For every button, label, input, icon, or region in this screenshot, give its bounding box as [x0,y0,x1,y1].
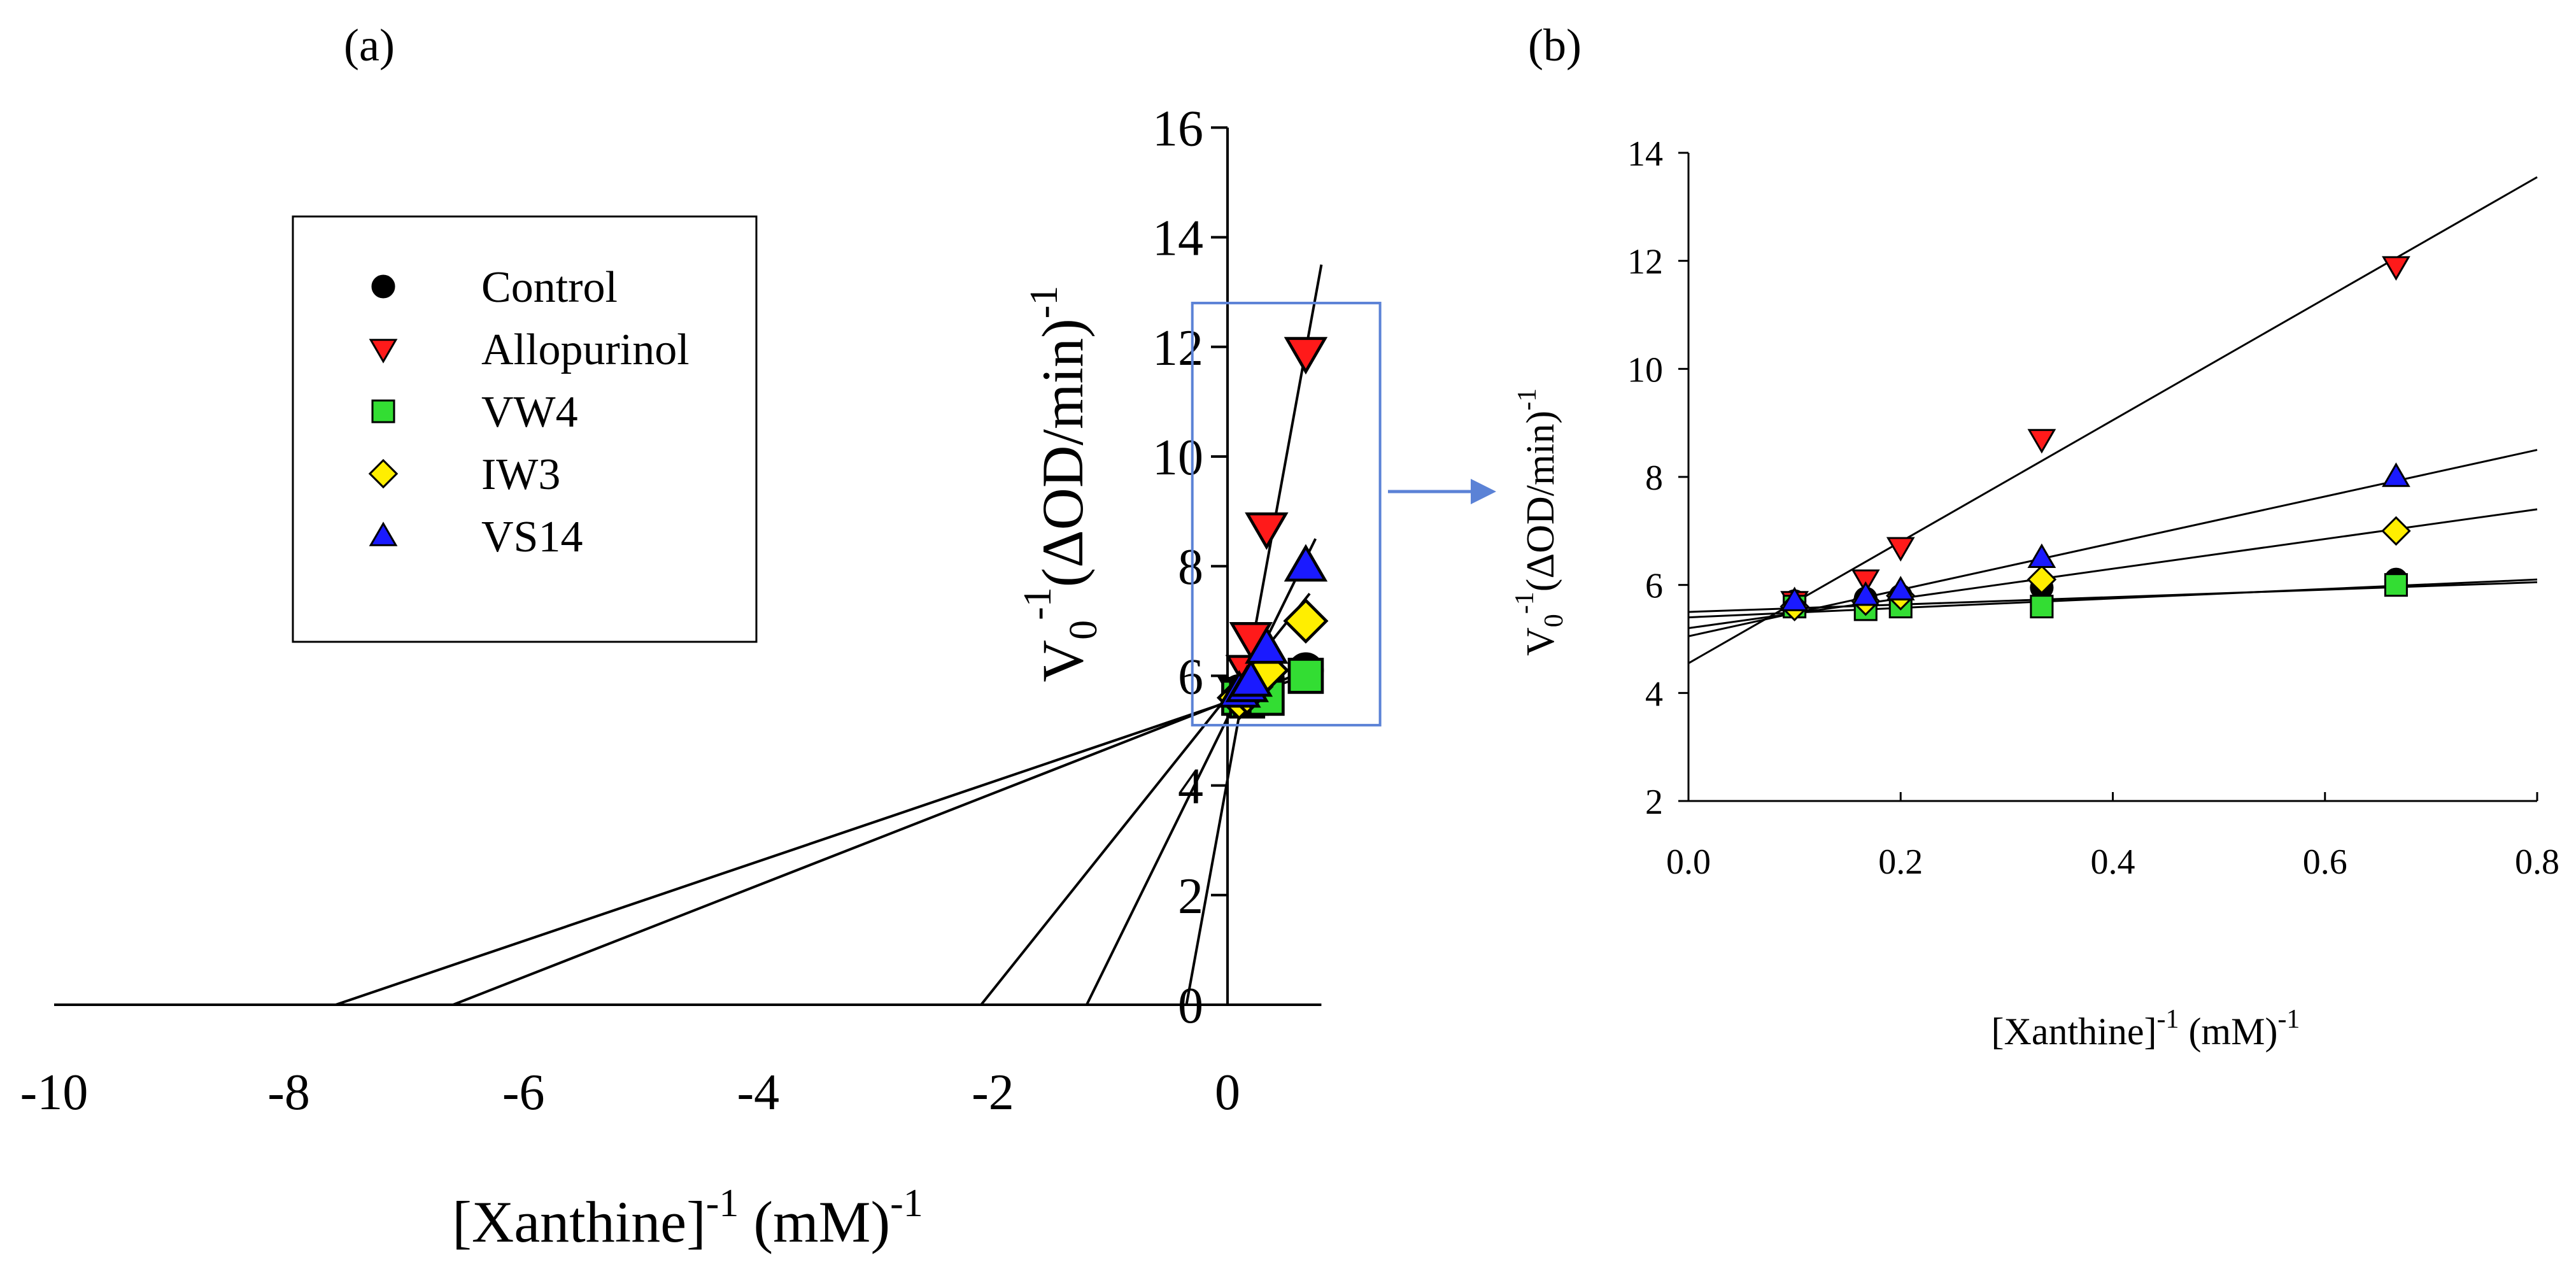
panel-b-point-vs14 [2382,462,2410,487]
panel-a-x-axis-label: [Xanthine]-1 (mM)-1 [452,1182,923,1254]
legend-frame [292,215,758,643]
panel-a-y-tick-label: 14 [1152,211,1203,267]
panel-b-point-vs14 [1886,576,1915,600]
panel-a-fit-line-vw4 [335,669,1322,1006]
panel-a-y-tick-label: 4 [1178,759,1203,815]
panel-a-point-allopurinol [1245,512,1289,550]
panel-b-point-vs14 [1851,581,1880,606]
panel-b-fit-line-control [1688,578,2538,619]
panel-a-point-vw4 [1287,658,1324,694]
panel-b-axes [1678,152,2538,802]
legend-items: Control Allopurinol VW4 IW3 VS14 [368,263,690,562]
panel-a-y-tick-label: 10 [1152,430,1203,486]
zoom-box [1191,301,1382,727]
panel-a-y-axis-label: V0-1(ΔOD/min)-1 [1016,286,1105,683]
panel-a-x-tick-label: 0 [1215,1065,1240,1121]
panel-a: (a) -10 -8 -6 -4 -2 00 2 4 6 8 10 12 14 16 V0-1(ΔOD/m… [20,20,1382,1254]
panel-a-x-tick-label: -10 [20,1065,88,1121]
panel-b-y-tick-label: 10 [1627,350,1663,390]
legend-marker-control [371,274,395,299]
panel-a-y-tick-label: 8 [1178,539,1203,595]
panel-b-y-tick-label: 14 [1627,134,1663,174]
panel-a-fit-line-control [452,663,1322,1006]
panel-a-label: (a) [344,20,395,71]
legend-marker-allopurinol [369,339,398,364]
panel-a-x-tick-label: -4 [737,1065,779,1121]
panel-a-data-points [1216,337,1329,721]
panel-a-x-tick-label: -8 [267,1065,310,1121]
panel-a-y-tick-label: 0 [1178,978,1203,1034]
panel-b-x-tick-label: 0.0 [1666,842,1711,882]
legend: Control Allopurinol VW4 IW3 VS14 [292,215,758,643]
panel-a-axes [54,126,1322,1006]
panel-b-point-allopurinol [2382,256,2410,281]
panel-b-point-allopurinol [2027,429,2056,454]
panel-a-y-tick-label: 16 [1152,101,1203,157]
panel-b-x-tick-label: 0.4 [2091,842,2135,882]
legend-label-allopurinol: Allopurinol [481,325,690,374]
panel-b-point-vs14 [1780,586,1809,611]
panel-b: (b) 0.0 0.2 0.4 0.6 0.8 2 4 6 8 10 12 14 V0-1(ΔOD/m… [1510,20,2559,1053]
panel-a-y-tick-label: 2 [1178,868,1203,925]
panel-b-fit-line-vw4 [1688,581,2538,613]
panel-b-point-iw3 [2381,516,2411,546]
legend-label-vs14: VS14 [481,513,583,562]
legend-marker-iw3 [368,458,399,489]
panel-a-point-vs14 [1284,544,1328,582]
panel-b-x-tick-label: 0.6 [2303,842,2347,882]
panel-b-point-vw4 [2384,573,2408,597]
panel-a-y-tick-label: 6 [1178,649,1203,705]
panel-b-label: (b) [1528,20,1582,71]
panel-b-fit-line-iw3 [1688,508,2538,630]
panel-a-tick-labels: -10 -8 -6 -4 -2 00 2 4 6 8 10 12 14 16 [20,101,1240,1121]
panel-b-point-iw3 [2027,564,2057,595]
panel-b-tick-labels: 0.0 0.2 0.4 0.6 0.8 2 4 6 8 10 12 14 [1627,134,2559,882]
panel-b-y-tick-label: 2 [1645,783,1663,822]
panel-b-point-allopurinol [1886,537,1915,562]
zoom-arrow [1388,479,1496,504]
legend-label-iw3: IW3 [481,450,560,499]
legend-marker-vw4 [371,399,395,423]
panel-b-y-axis-label: V0-1(ΔOD/min)-1 [1510,388,1569,656]
legend-label-control: Control [481,263,618,312]
panel-b-fit-line-allopurinol [1688,176,2538,664]
panel-a-point-vs14 [1245,626,1289,664]
legend-marker-vs14 [369,521,398,546]
panel-a-fit-line-vs14 [1086,538,1317,1005]
panel-b-x-tick-label: 0.2 [1878,842,1923,882]
panel-a-point-allopurinol [1284,337,1328,375]
panel-b-point-vw4 [2030,595,2054,619]
panel-b-x-axis-label: [Xanthine]-1 (mM)-1 [1992,1005,2300,1053]
zoom-arrow-head [1471,479,1496,504]
panel-b-data-points [1780,256,2411,621]
panel-a-x-tick-label: -2 [972,1065,1014,1121]
panel-b-fit-lines [1688,176,2538,664]
panel-b-point-vs14 [2027,543,2056,569]
panel-a-point-vs14 [1229,659,1273,697]
legend-label-vw4: VW4 [481,388,578,437]
panel-b-y-tick-label: 8 [1645,458,1663,498]
panel-b-y-tick-label: 4 [1645,674,1663,714]
panel-b-y-tick-label: 12 [1627,243,1663,282]
panel-b-x-tick-label: 0.8 [2515,842,2559,882]
panel-a-y-tick-label: 12 [1152,320,1203,376]
panel-a-point-iw3 [1283,598,1329,644]
panel-b-y-tick-label: 6 [1645,567,1663,606]
panel-a-x-tick-label: -6 [502,1065,545,1121]
